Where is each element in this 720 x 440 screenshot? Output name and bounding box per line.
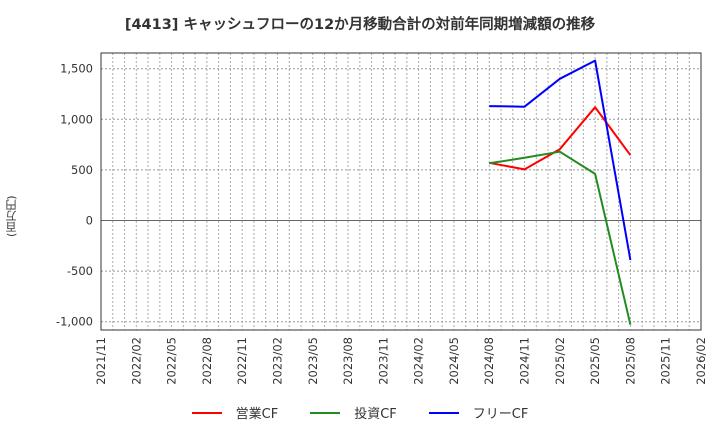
x-tick-label: 2022/05 xyxy=(165,337,179,385)
x-tick-label: 2023/02 xyxy=(270,337,284,385)
legend-swatch-red xyxy=(191,411,222,414)
x-tick-label: 2024/05 xyxy=(447,337,461,385)
y-tick-label: -500 xyxy=(67,264,93,278)
legend-label: フリーCF xyxy=(472,407,529,422)
x-tick-label: 2026/02 xyxy=(694,337,708,385)
x-tick-label: 2024/02 xyxy=(412,337,426,385)
x-tick-label: 2022/08 xyxy=(200,337,214,385)
x-tick-label: 2025/11 xyxy=(659,337,673,385)
y-tick-label: 1,500 xyxy=(60,62,93,76)
x-tick-label: 2023/11 xyxy=(376,337,390,385)
series-line xyxy=(489,150,632,325)
x-tick-label: 2025/02 xyxy=(553,337,567,385)
x-tick-label: 2022/11 xyxy=(235,337,249,385)
x-tick-label: 2021/11 xyxy=(94,337,108,385)
x-tick-label: 2022/02 xyxy=(129,337,143,385)
x-tick-label: 2024/11 xyxy=(518,337,532,385)
x-tick-label: 2023/08 xyxy=(341,337,355,385)
x-tick-label: 2024/08 xyxy=(482,337,496,385)
y-tick-label: 1,000 xyxy=(60,112,93,126)
y-tick-label: 0 xyxy=(86,214,93,228)
legend-item-investing-cf: 投資CF xyxy=(310,403,397,422)
legend-label: 投資CF xyxy=(354,407,397,422)
legend-item-operating-cf: 営業CF xyxy=(191,403,279,422)
y-tick-label: -1,000 xyxy=(56,315,93,329)
legend-swatch-green xyxy=(310,411,341,414)
legend-label: 営業CF xyxy=(235,407,279,422)
x-tick-label: 2025/08 xyxy=(623,337,637,385)
x-tick-label: 2023/05 xyxy=(306,337,320,385)
legend-swatch-blue xyxy=(428,411,459,414)
plot-area-border xyxy=(100,52,702,331)
legend: 営業CF 投資CF フリーCF xyxy=(0,403,720,422)
x-tick-label: 2025/05 xyxy=(588,337,602,385)
y-tick-label: 500 xyxy=(71,163,93,177)
legend-item-free-cf: フリーCF xyxy=(428,403,529,422)
series-line xyxy=(489,59,632,261)
chart-title: [4413] キャッシュフローの12か月移動合計の対前年同期増減額の推移 xyxy=(124,17,596,33)
